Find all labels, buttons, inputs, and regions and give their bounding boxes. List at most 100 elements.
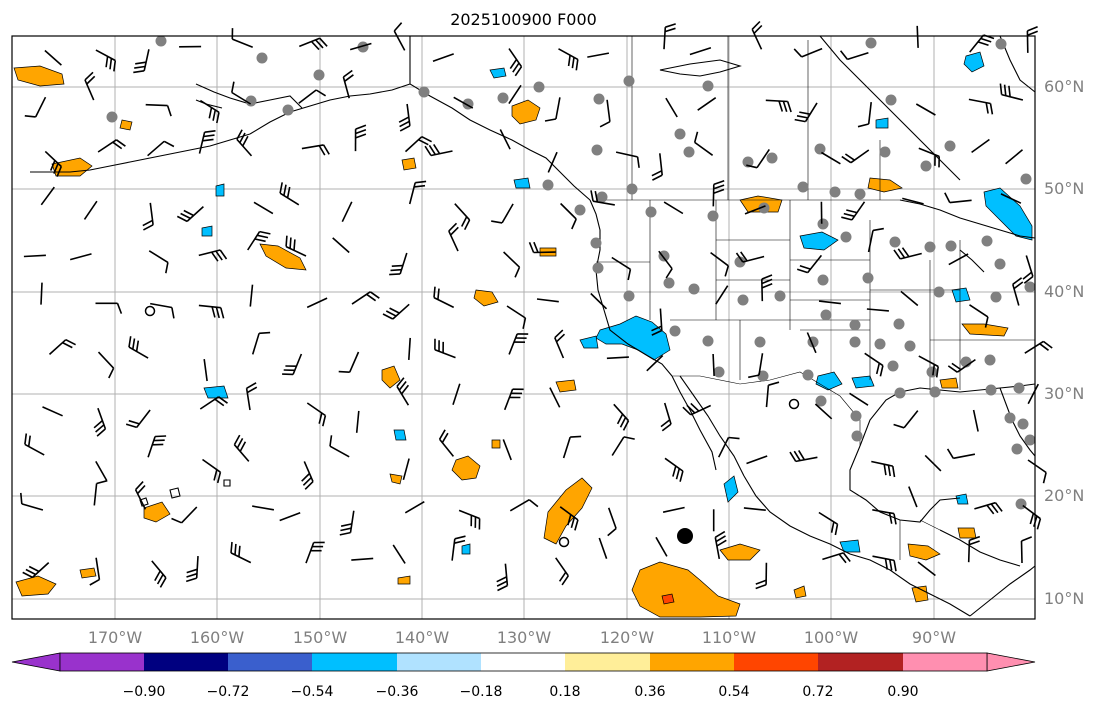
colorbar-tick-label: −0.72: [206, 684, 250, 700]
colorbar-cell: [60, 653, 144, 671]
wind-barb: [839, 50, 869, 61]
wind-barb: [971, 138, 990, 154]
wind-barb: [147, 435, 167, 458]
wind-barb: [253, 201, 274, 215]
wind-barb: [451, 535, 466, 561]
wind-barb: [48, 338, 76, 355]
station-dot: [707, 210, 719, 222]
wind-barb: [134, 481, 147, 510]
wind-barb: [202, 458, 222, 484]
wind-barb: [20, 492, 44, 511]
wind-barb: [765, 381, 780, 408]
wind-barb: [285, 235, 307, 257]
wind-barb: [918, 355, 939, 378]
colorbar-cell: [144, 653, 228, 671]
wind-barb: [560, 202, 577, 230]
storm-center-marker: [677, 528, 693, 544]
lat-label-60n: 60°N: [1044, 77, 1085, 96]
wind-barb: [651, 153, 663, 181]
wind-barb: [558, 48, 579, 71]
colorbar-cell: [481, 653, 565, 671]
wind-barb: [528, 241, 556, 254]
wind-barb: [611, 256, 632, 281]
station-dot: [623, 75, 635, 87]
wind-barb: [590, 190, 615, 206]
wind-barb: [714, 530, 727, 560]
wind-barb: [849, 392, 869, 406]
station-dot: [933, 286, 945, 298]
wind-barb: [147, 140, 175, 157]
lon-label-150w: 150°W: [292, 628, 348, 647]
station-dot: [1004, 412, 1016, 424]
station-dot: [994, 258, 1006, 270]
station-dot: [663, 277, 675, 289]
station-dot: [593, 93, 605, 105]
station-dot: [702, 80, 714, 92]
wind-barb: [448, 222, 459, 252]
station-dot: [802, 369, 814, 381]
wind-barb: [354, 124, 367, 152]
lon-label-140w: 140°W: [394, 628, 450, 647]
station-dot: [815, 395, 827, 407]
calm-circle: [144, 305, 156, 317]
wind-barb: [916, 25, 919, 48]
wind-barb: [185, 556, 199, 583]
wind-barb: [864, 352, 884, 377]
wind-barb: [866, 308, 889, 312]
wind-barb: [402, 458, 410, 481]
wind-barb: [339, 510, 355, 536]
station-dot: [737, 294, 749, 306]
station-dot: [683, 146, 695, 158]
station-dot: [887, 360, 899, 372]
colorbar-tick-label: 0.54: [718, 684, 750, 700]
wind-barb: [133, 49, 150, 74]
wind-barb: [306, 402, 327, 427]
wind-barb: [236, 129, 253, 157]
wind-barb: [433, 286, 455, 309]
wind-barb: [84, 71, 96, 101]
wind-barb: [665, 97, 678, 118]
wind-barb: [682, 402, 712, 416]
wind-barb: [658, 250, 673, 279]
wind-barb: [503, 251, 521, 278]
wind-barb: [746, 148, 770, 169]
station-dot: [357, 41, 369, 53]
station-dot: [984, 354, 996, 366]
wind-barb: [751, 20, 763, 50]
wind-barb: [893, 410, 919, 429]
wind-barb: [382, 303, 410, 320]
wind-barb: [247, 230, 271, 251]
graticule: [12, 36, 1035, 619]
station-dot: [1011, 443, 1023, 455]
wind-barb: [503, 388, 524, 411]
station-dot: [626, 183, 638, 195]
lat-label-50n: 50°N: [1044, 179, 1085, 198]
wind-barb: [599, 99, 611, 128]
station-dot: [1024, 281, 1036, 293]
colorbar-extend-max: [986, 652, 1036, 672]
station-dot: [865, 37, 877, 49]
wind-barb: [660, 402, 672, 432]
wind-barbs: [20, 20, 1053, 592]
wind-barb: [396, 377, 410, 406]
wind-barb: [69, 253, 92, 261]
wind-barb: [392, 544, 406, 564]
wind-barb: [355, 410, 360, 433]
wind-barb: [145, 103, 172, 117]
lat-label-10n: 10°N: [1044, 589, 1085, 608]
colorbar-cell: [650, 653, 734, 671]
wind-barb: [872, 555, 897, 572]
station-dot: [851, 430, 863, 442]
wind-barb: [171, 506, 198, 524]
wind-barb: [841, 149, 870, 164]
station-dot: [574, 204, 586, 216]
wind-barb: [972, 409, 979, 432]
station-dot: [774, 290, 786, 302]
station-dot: [894, 387, 906, 399]
wind-barb: [917, 561, 936, 577]
wind-barb: [900, 290, 919, 307]
wind-barb: [301, 461, 314, 490]
colorbar-tick-label: −0.90: [122, 684, 166, 700]
wind-barb: [279, 182, 300, 206]
station-dot: [674, 128, 686, 140]
